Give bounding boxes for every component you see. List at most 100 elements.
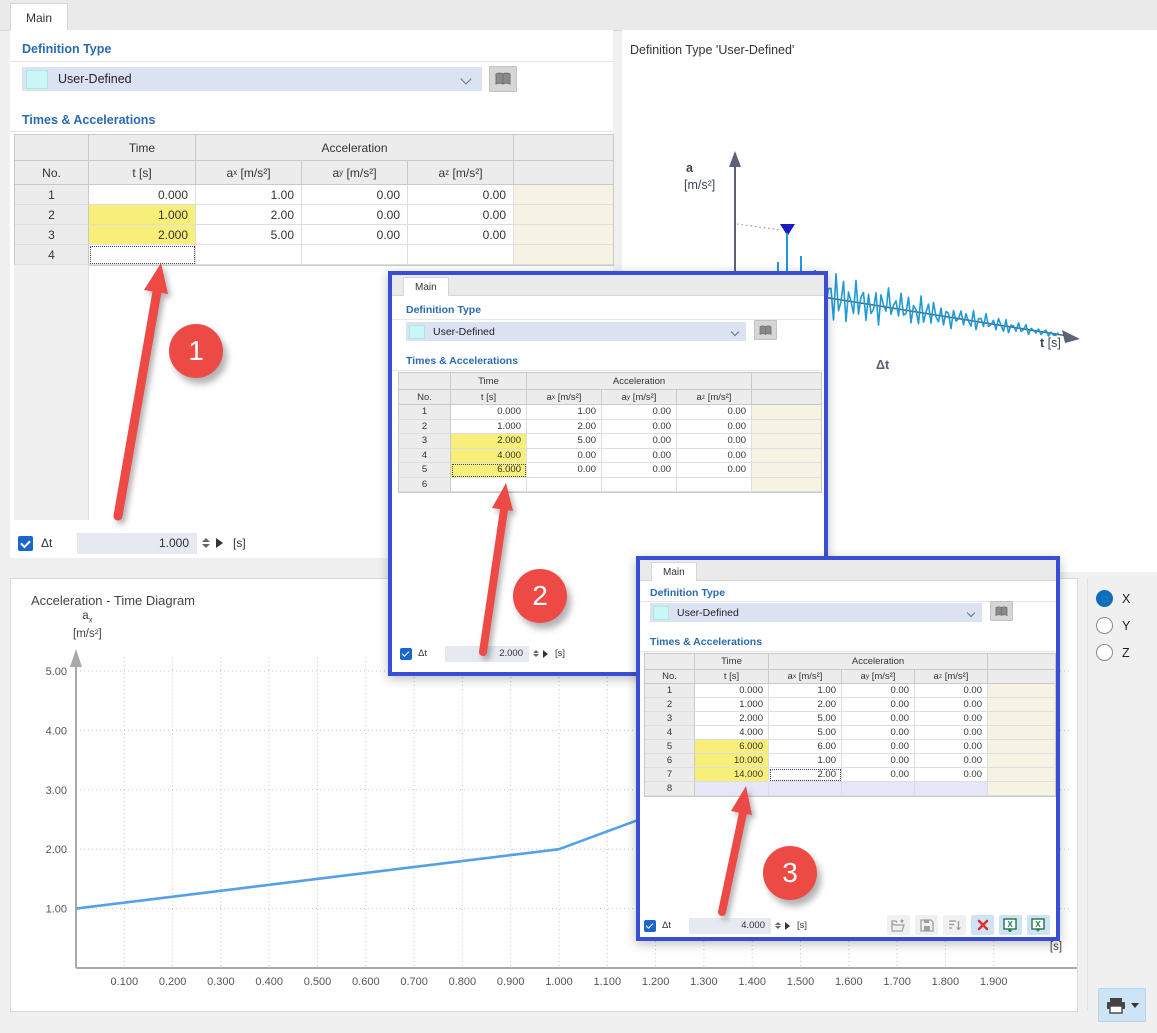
save-file-button[interactable] bbox=[915, 915, 938, 935]
comment-cell[interactable] bbox=[988, 768, 1055, 782]
dt-input[interactable]: 2.000 bbox=[445, 645, 529, 662]
spinner-arrows-icon[interactable] bbox=[775, 918, 781, 934]
dt-input[interactable]: 4.000 bbox=[689, 917, 771, 934]
ay-cell[interactable]: 0.00 bbox=[302, 185, 408, 205]
comment-cell[interactable] bbox=[988, 712, 1055, 726]
radio-y-dot[interactable] bbox=[1096, 617, 1113, 634]
time-cell[interactable] bbox=[89, 245, 196, 265]
row-number[interactable]: 2 bbox=[15, 205, 89, 225]
az-cell[interactable] bbox=[408, 245, 514, 265]
time-cell[interactable]: 6.000 bbox=[451, 463, 527, 478]
comment-cell[interactable] bbox=[752, 477, 821, 492]
ay-cell[interactable]: 0.00 bbox=[842, 712, 915, 726]
time-cell[interactable]: 10.000 bbox=[695, 754, 769, 768]
row-number[interactable]: 4 bbox=[15, 245, 89, 265]
open-file-button[interactable] bbox=[887, 915, 910, 935]
print-dropdown-icon[interactable] bbox=[1130, 1002, 1139, 1008]
ax-cell[interactable]: 0.00 bbox=[527, 463, 602, 478]
spinner-arrows-icon[interactable] bbox=[533, 646, 539, 662]
ax-cell[interactable]: 1.00 bbox=[769, 684, 842, 698]
apply-arrow-icon[interactable] bbox=[785, 921, 790, 930]
ay-cell[interactable]: 0.00 bbox=[602, 434, 677, 449]
ax-cell[interactable]: 2.00 bbox=[196, 205, 302, 225]
comment-cell[interactable] bbox=[988, 684, 1055, 698]
row-number[interactable]: 1 bbox=[645, 684, 695, 698]
dt-checkbox[interactable] bbox=[18, 535, 33, 551]
row-number[interactable]: 1 bbox=[15, 185, 89, 205]
row-number[interactable]: 3 bbox=[15, 225, 89, 245]
ax-cell[interactable]: 2.00 bbox=[769, 768, 842, 782]
radio-x-dot[interactable] bbox=[1096, 590, 1113, 607]
time-cell[interactable]: 6.000 bbox=[695, 740, 769, 754]
time-cell[interactable] bbox=[695, 782, 769, 796]
ax-cell[interactable]: 1.00 bbox=[527, 405, 602, 420]
definition-type-dropdown[interactable]: User-Defined bbox=[406, 322, 746, 341]
row-number[interactable]: 5 bbox=[399, 463, 451, 478]
row-number[interactable]: 2 bbox=[645, 698, 695, 712]
apply-arrow-icon[interactable] bbox=[216, 538, 223, 548]
row-number[interactable]: 4 bbox=[645, 726, 695, 740]
time-cell[interactable]: 0.000 bbox=[695, 684, 769, 698]
row-number[interactable]: 3 bbox=[399, 434, 451, 449]
comment-cell[interactable] bbox=[752, 419, 821, 434]
ay-cell[interactable]: 0.00 bbox=[602, 448, 677, 463]
time-cell[interactable] bbox=[451, 477, 527, 492]
az-cell[interactable]: 0.00 bbox=[408, 185, 514, 205]
az-cell[interactable]: 0.00 bbox=[915, 740, 988, 754]
comment-cell[interactable] bbox=[752, 463, 821, 478]
comment-cell[interactable] bbox=[514, 245, 613, 265]
comment-cell[interactable] bbox=[988, 754, 1055, 768]
comment-cell[interactable] bbox=[988, 782, 1055, 796]
az-cell[interactable]: 0.00 bbox=[915, 698, 988, 712]
time-cell[interactable]: 14.000 bbox=[695, 768, 769, 782]
az-cell[interactable]: 0.00 bbox=[915, 726, 988, 740]
spinner-arrows-icon[interactable] bbox=[202, 533, 210, 554]
time-cell[interactable]: 1.000 bbox=[451, 419, 527, 434]
tab-main[interactable]: Main bbox=[403, 277, 449, 296]
ax-cell[interactable]: 5.00 bbox=[527, 434, 602, 449]
az-cell[interactable]: 0.00 bbox=[677, 405, 752, 420]
tab-main[interactable]: Main bbox=[10, 3, 68, 31]
ax-cell[interactable]: 5.00 bbox=[769, 726, 842, 740]
ay-cell[interactable]: 0.00 bbox=[602, 405, 677, 420]
ax-cell[interactable]: 2.00 bbox=[527, 419, 602, 434]
az-cell[interactable]: 0.00 bbox=[915, 768, 988, 782]
ax-cell[interactable] bbox=[527, 477, 602, 492]
ax-cell[interactable]: 1.00 bbox=[196, 185, 302, 205]
row-number[interactable]: 7 bbox=[645, 768, 695, 782]
print-button[interactable] bbox=[1098, 988, 1146, 1022]
az-cell[interactable]: 0.00 bbox=[677, 419, 752, 434]
ay-cell[interactable]: 0.00 bbox=[302, 225, 408, 245]
apply-arrow-icon[interactable] bbox=[543, 649, 548, 658]
row-number[interactable]: 3 bbox=[645, 712, 695, 726]
time-cell[interactable]: 2.000 bbox=[695, 712, 769, 726]
ay-cell[interactable]: 0.00 bbox=[842, 698, 915, 712]
comment-cell[interactable] bbox=[514, 185, 613, 205]
ay-cell[interactable]: 0.00 bbox=[842, 754, 915, 768]
row-number[interactable]: 5 bbox=[645, 740, 695, 754]
az-cell[interactable] bbox=[677, 477, 752, 492]
row-number[interactable]: 1 bbox=[399, 405, 451, 420]
comment-cell[interactable] bbox=[514, 205, 613, 225]
radio-y[interactable]: Y bbox=[1096, 612, 1130, 639]
comment-cell[interactable] bbox=[752, 405, 821, 420]
comment-cell[interactable] bbox=[988, 740, 1055, 754]
ax-cell[interactable]: 5.00 bbox=[769, 712, 842, 726]
ay-cell[interactable] bbox=[602, 477, 677, 492]
ay-cell[interactable]: 0.00 bbox=[302, 205, 408, 225]
definition-type-dropdown[interactable]: User-Defined bbox=[650, 603, 982, 622]
library-button[interactable] bbox=[990, 601, 1013, 621]
az-cell[interactable]: 0.00 bbox=[915, 754, 988, 768]
definition-type-dropdown[interactable]: User-Defined bbox=[22, 67, 482, 91]
radio-x[interactable]: X bbox=[1096, 585, 1130, 612]
time-cell[interactable]: 0.000 bbox=[89, 185, 196, 205]
ax-cell[interactable]: 5.00 bbox=[196, 225, 302, 245]
ay-cell[interactable]: 0.00 bbox=[602, 419, 677, 434]
comment-cell[interactable] bbox=[752, 448, 821, 463]
az-cell[interactable]: 0.00 bbox=[408, 205, 514, 225]
az-cell[interactable]: 0.00 bbox=[915, 684, 988, 698]
ax-cell[interactable] bbox=[196, 245, 302, 265]
az-cell[interactable]: 0.00 bbox=[677, 448, 752, 463]
radio-z-dot[interactable] bbox=[1096, 644, 1113, 661]
az-cell[interactable]: 0.00 bbox=[677, 463, 752, 478]
